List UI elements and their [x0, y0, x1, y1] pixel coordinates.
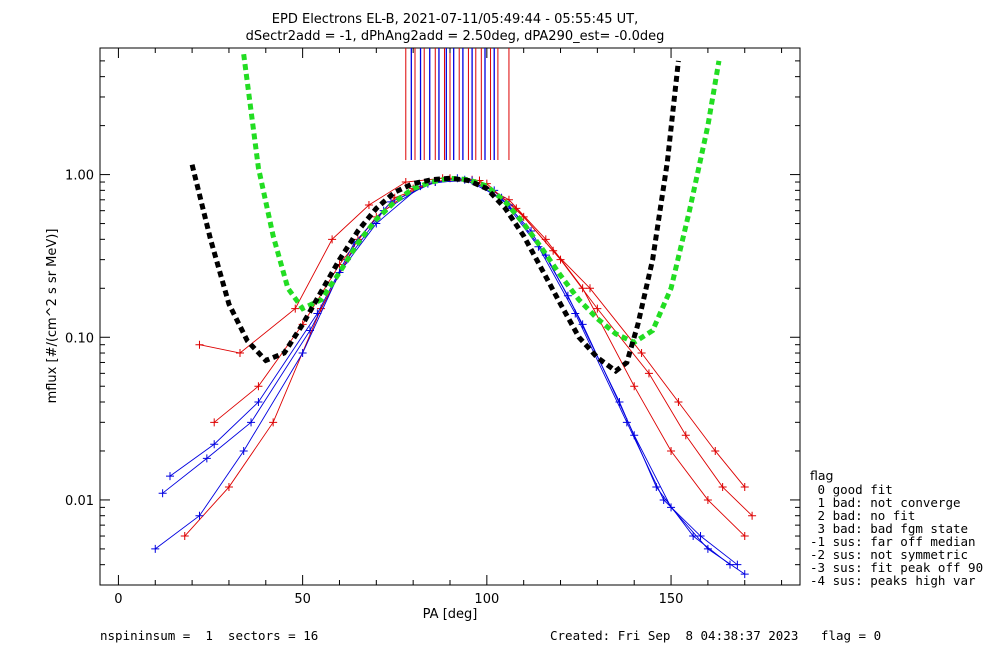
- legend-item: 1 bad: not converge: [810, 495, 961, 510]
- data-point-blue: [615, 397, 624, 406]
- data-point-blue: [254, 397, 263, 406]
- legend-item: 2 bad: no fit: [810, 508, 915, 523]
- fit-curve-green: [241, 53, 722, 346]
- data-point-red: [195, 340, 204, 349]
- series-line-blue: [169, 180, 745, 575]
- data-point-blue: [578, 320, 587, 329]
- data-point-red: [254, 382, 263, 391]
- x-tick-label: 100: [474, 592, 499, 607]
- data-point-red: [630, 382, 639, 391]
- data-point-red: [681, 431, 690, 440]
- data-point-blue: [696, 532, 705, 541]
- x-axis-label: PA [deg]: [423, 607, 478, 622]
- data-point-blue: [298, 349, 307, 358]
- y-tick-label: 0.10: [65, 331, 94, 346]
- data-point-red: [593, 304, 602, 313]
- data-point-blue: [202, 454, 211, 463]
- series-line-red: [199, 177, 746, 488]
- data-point-red: [748, 511, 757, 520]
- data-point-red: [210, 418, 219, 427]
- data-point-red: [180, 532, 189, 541]
- data-point-red: [674, 397, 683, 406]
- data-point-blue: [151, 544, 160, 553]
- data-point-red: [718, 483, 727, 492]
- data-layer: [151, 48, 757, 579]
- x-tick-label: 0: [114, 592, 122, 607]
- data-point-red: [740, 532, 749, 541]
- series-line-blue: [162, 179, 738, 566]
- legend-item: 0 good fit: [810, 482, 893, 497]
- fit-curve-black: [189, 60, 681, 375]
- data-point-red: [740, 483, 749, 492]
- footer-left: nspininsum = 1 sectors = 16: [100, 628, 318, 643]
- flag-legend: flag 0 good fit 1 bad: not converge 2 ba…: [810, 468, 983, 588]
- data-point-red: [711, 446, 720, 455]
- data-point-blue: [158, 489, 167, 498]
- data-point-blue: [733, 560, 742, 569]
- data-point-blue: [166, 472, 174, 481]
- x-tick-label: 50: [294, 592, 311, 607]
- series-line-blue: [154, 177, 731, 566]
- legend-item: -1 sus: far off median: [810, 534, 976, 549]
- data-point-red: [269, 418, 278, 427]
- data-point-blue: [630, 431, 639, 440]
- data-point-red: [556, 255, 565, 264]
- data-point-red: [364, 201, 373, 210]
- data-point-red: [637, 349, 646, 358]
- data-point-blue: [667, 503, 676, 512]
- data-point-red: [236, 349, 244, 358]
- data-point-blue: [652, 483, 661, 492]
- chart-subtitle: dSectr2add = -1, dPhAng2add = 2.50deg, d…: [246, 29, 665, 44]
- data-point-red: [586, 284, 594, 293]
- chart-title: EPD Electrons EL-B, 2021-07-11/05:49:44 …: [272, 12, 638, 27]
- data-point-red: [644, 369, 653, 378]
- data-point-blue: [210, 440, 219, 449]
- data-point-blue: [740, 570, 749, 579]
- legend-item: 3 bad: bad fgm state: [810, 521, 968, 536]
- data-point-red: [667, 446, 676, 455]
- footer-right: Created: Fri Sep 8 04:38:37 2023 flag = …: [550, 628, 881, 643]
- y-tick-label: 0.01: [65, 494, 94, 509]
- legend-item: -3 sus: fit peak off 90: [810, 560, 983, 575]
- data-point-blue: [726, 560, 734, 569]
- legend-item: -4 sus: peaks high var: [810, 573, 976, 588]
- data-point-red: [291, 304, 300, 313]
- y-tick-label: 1.00: [65, 169, 94, 184]
- data-point-red: [224, 483, 233, 492]
- data-point-blue: [239, 446, 248, 455]
- axis-layer: 0 50 100 150 0.01 0.10 1.00: [65, 47, 800, 607]
- legend-item: -2 sus: not symmetric: [810, 547, 968, 562]
- data-point-blue: [247, 418, 256, 427]
- data-point-blue: [313, 309, 322, 318]
- data-point-blue: [703, 544, 712, 553]
- data-point-blue: [689, 532, 698, 541]
- data-point-blue: [195, 511, 204, 520]
- data-point-red: [703, 495, 712, 504]
- legend-title: flag: [810, 468, 833, 483]
- y-axis-label: mflux [#/(cm^2 s sr MeV)]: [45, 229, 60, 404]
- x-tick-label: 150: [659, 592, 684, 607]
- data-point-red: [328, 235, 337, 244]
